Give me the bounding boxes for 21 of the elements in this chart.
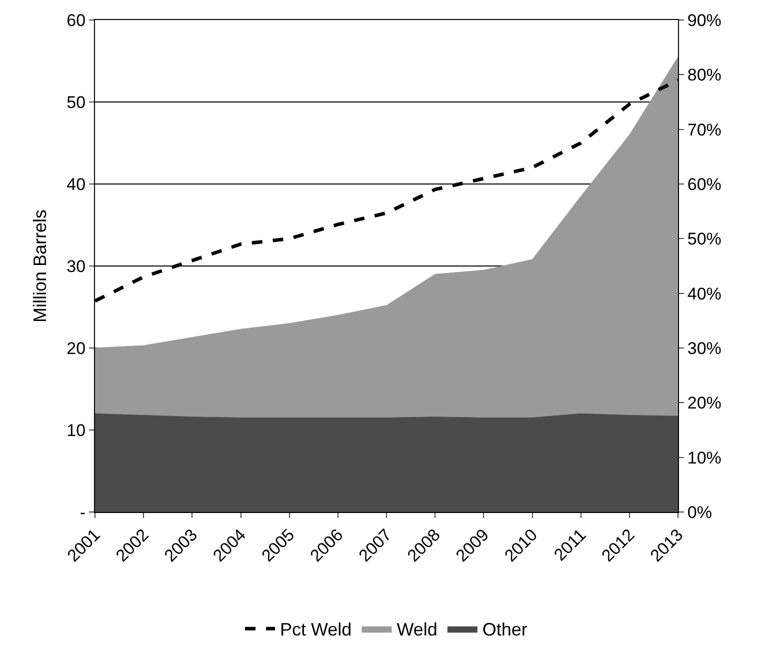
y2-tick-label: 10% [687, 448, 722, 468]
y-axis-title: Million Barrels [30, 209, 50, 323]
y2-tick-label: 20% [687, 394, 722, 413]
y2-tick-label: 40% [687, 284, 722, 304]
y2-tick-label: 30% [687, 338, 722, 358]
y2-tick-label: 60% [687, 174, 722, 194]
y-tick-label: 10 [66, 420, 86, 440]
y-tick-label: 30 [66, 256, 86, 276]
y-tick-label: 60 [66, 10, 86, 30]
y-tick-label: 40 [66, 174, 86, 194]
y2-tick-label: 50% [687, 230, 722, 249]
y2-tick-label: 0% [687, 502, 712, 522]
legend-label: Pct Weld [280, 620, 352, 640]
legend-label: Weld [396, 620, 438, 640]
y2-tick-label: 90% [687, 10, 722, 30]
y2-tick-label: 80% [687, 66, 722, 85]
y-tick-label: - [80, 502, 86, 522]
legend-label: Other [482, 620, 528, 640]
y2-tick-label: 70% [687, 120, 722, 140]
y-tick-label: 50 [66, 92, 86, 112]
y-tick-label: 20 [66, 338, 86, 358]
